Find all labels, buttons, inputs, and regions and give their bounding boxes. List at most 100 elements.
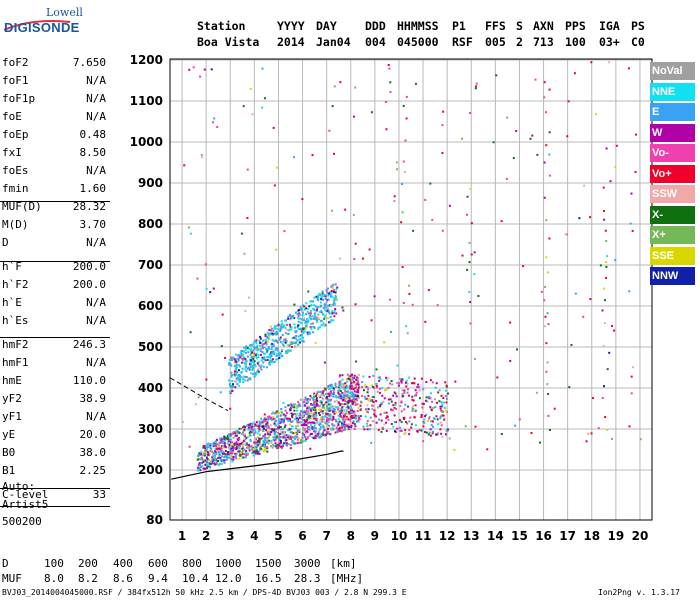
param-value: 38.0 bbox=[79, 446, 107, 459]
echo-point bbox=[387, 387, 390, 390]
echo-point bbox=[271, 361, 274, 364]
echo-point bbox=[390, 380, 393, 383]
echo-point bbox=[256, 370, 259, 373]
noise-point bbox=[368, 248, 371, 251]
echo-point bbox=[309, 407, 312, 410]
echo-point bbox=[409, 416, 412, 419]
param-row-foep: foEp 0.48 bbox=[2, 128, 108, 146]
echo-point bbox=[425, 431, 428, 434]
echo-point bbox=[248, 446, 251, 449]
echo-point bbox=[339, 410, 342, 413]
echo-point bbox=[269, 430, 272, 433]
x-tick-label: 14 bbox=[487, 529, 504, 543]
echo-point bbox=[326, 299, 329, 302]
echo-point bbox=[288, 418, 291, 421]
echo-point bbox=[311, 315, 314, 318]
echo-point bbox=[269, 424, 272, 427]
echo-point bbox=[315, 413, 318, 416]
x-tick-label: 2 bbox=[202, 529, 210, 543]
echo-point bbox=[319, 421, 322, 424]
distance-unit: [km] bbox=[330, 557, 357, 570]
echo-point bbox=[373, 412, 376, 415]
noise-point bbox=[370, 319, 373, 322]
echo-point bbox=[307, 418, 310, 421]
echo-point bbox=[274, 324, 277, 327]
echo-point bbox=[199, 465, 202, 468]
echo-point bbox=[271, 359, 274, 362]
noise-point bbox=[474, 85, 477, 88]
echo-point bbox=[328, 393, 331, 396]
echo-point bbox=[226, 434, 229, 437]
echo-point bbox=[429, 406, 432, 409]
echo-point bbox=[218, 437, 221, 440]
noise-point bbox=[401, 183, 404, 185]
echo-point bbox=[270, 439, 273, 442]
echo-point bbox=[297, 343, 300, 346]
echo-point bbox=[345, 378, 348, 381]
param-divider bbox=[0, 506, 110, 507]
noise-point bbox=[323, 361, 326, 364]
param-row-hes: h`Es N/A bbox=[2, 314, 108, 332]
echo-point bbox=[366, 411, 369, 414]
echo-point bbox=[368, 397, 371, 400]
echo-point bbox=[313, 296, 316, 299]
echo-point bbox=[322, 322, 325, 325]
echo-point bbox=[243, 433, 246, 436]
echo-point bbox=[411, 395, 414, 398]
echo-point bbox=[209, 442, 212, 445]
echo-point bbox=[378, 387, 381, 390]
noise-point bbox=[210, 68, 213, 71]
echo-point bbox=[231, 383, 234, 386]
echo-point bbox=[318, 310, 321, 313]
echo-point bbox=[259, 345, 262, 348]
echo-point bbox=[299, 421, 302, 424]
echo-point bbox=[289, 349, 292, 352]
echo-point bbox=[279, 421, 282, 424]
echo-point bbox=[231, 441, 234, 444]
echo-point bbox=[295, 415, 298, 418]
legend-item-x: X+ bbox=[650, 226, 695, 244]
noise-point bbox=[192, 66, 195, 69]
echo-point bbox=[324, 303, 327, 306]
echo-point bbox=[228, 438, 231, 441]
echo-point bbox=[299, 313, 302, 316]
echo-point bbox=[435, 401, 438, 404]
echo-point bbox=[324, 295, 327, 298]
echo-point bbox=[280, 410, 283, 413]
noise-point bbox=[589, 298, 592, 301]
noise-point bbox=[344, 388, 347, 391]
echo-point bbox=[413, 394, 416, 397]
echo-point bbox=[329, 391, 332, 394]
echo-point bbox=[295, 409, 298, 412]
echo-point bbox=[306, 398, 309, 401]
echo-point bbox=[248, 431, 251, 434]
echo-point bbox=[323, 316, 326, 319]
echo-point bbox=[237, 354, 240, 357]
echo-point bbox=[284, 441, 287, 444]
echo-point bbox=[230, 385, 233, 388]
echo-point bbox=[314, 318, 317, 321]
echo-point bbox=[291, 420, 294, 423]
echo-point bbox=[291, 405, 294, 408]
echo-point bbox=[327, 292, 330, 295]
echo-point bbox=[234, 434, 237, 437]
echo-point bbox=[215, 460, 218, 463]
param-row-b0: B0 38.0 bbox=[2, 446, 108, 464]
echo-point bbox=[352, 410, 355, 413]
echo-point bbox=[302, 398, 305, 401]
echo-point bbox=[306, 310, 309, 313]
echo-point bbox=[263, 437, 266, 440]
echo-point bbox=[285, 443, 288, 446]
echo-point bbox=[278, 444, 281, 447]
echo-point bbox=[356, 390, 359, 393]
echo-point bbox=[309, 415, 312, 418]
echo-point bbox=[289, 315, 292, 318]
param-divider bbox=[0, 201, 110, 202]
echo-point bbox=[395, 395, 398, 398]
echo-point bbox=[255, 450, 258, 453]
echo-point bbox=[276, 445, 279, 448]
echo-point bbox=[267, 348, 270, 351]
echo-point bbox=[347, 394, 350, 397]
echo-point bbox=[312, 414, 315, 417]
echo-point bbox=[243, 346, 246, 349]
